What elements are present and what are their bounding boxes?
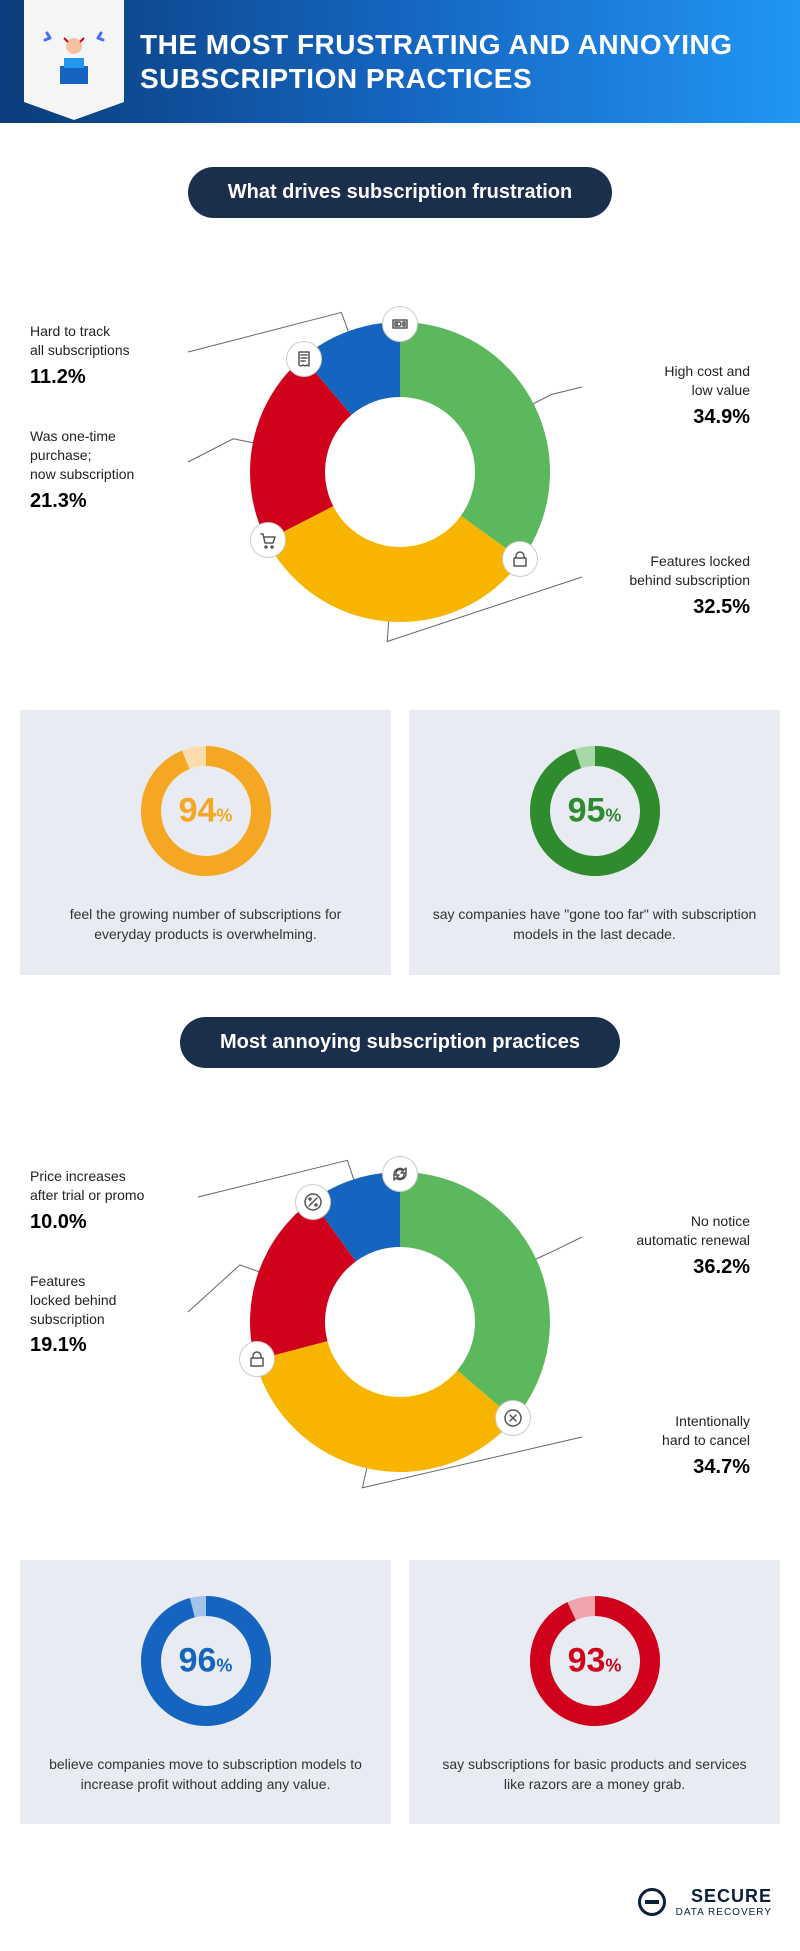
cancel-icon xyxy=(495,1400,531,1436)
section2-title: Most annoying subscription practices xyxy=(180,1017,620,1068)
brand-name-1: SECURE xyxy=(691,1886,772,1906)
page-title: THE MOST FRUSTRATING AND ANNOYING SUBSCR… xyxy=(140,28,776,95)
refresh-icon xyxy=(382,1156,418,1192)
stat-text: feel the growing number of subscriptions… xyxy=(42,904,369,945)
section1-title: What drives subscription frustration xyxy=(188,167,612,218)
stat-ring-96: 96% xyxy=(131,1586,281,1736)
stat-card-95: 95% say companies have "gone too far" wi… xyxy=(409,710,780,975)
donut-slice-label: Hard to trackall subscriptions11.2% xyxy=(30,322,180,391)
frustrated-user-icon xyxy=(42,28,106,92)
stat-text: say subscriptions for basic products and… xyxy=(431,1754,758,1795)
frustration-donut-chart: High cost andlow value34.9% Features lock… xyxy=(20,252,780,692)
donut-slice-label: Was one-timepurchase;now subscription21.… xyxy=(30,427,180,515)
percent-icon xyxy=(295,1184,331,1220)
stat-card-96: 96% believe companies move to subscripti… xyxy=(20,1560,391,1825)
brand-name-2: DATA RECOVERY xyxy=(676,1907,772,1918)
page-footer: SECURE DATA RECOVERY xyxy=(0,1862,800,1951)
brand-logo: SECURE DATA RECOVERY xyxy=(638,1886,772,1918)
section2-stats-row: 96% believe companies move to subscripti… xyxy=(20,1560,780,1825)
stat-text: believe companies move to subscription m… xyxy=(42,1754,369,1795)
money-icon xyxy=(382,306,418,342)
page-header: THE MOST FRUSTRATING AND ANNOYING SUBSCR… xyxy=(0,0,800,123)
donut-slice-label: Features lockedbehind subscription32.5% xyxy=(590,552,750,621)
donut-slice-label: High cost andlow value34.9% xyxy=(590,362,750,431)
stat-ring-94: 94% xyxy=(131,736,281,886)
header-ribbon-icon xyxy=(24,0,124,120)
stat-ring-95: 95% xyxy=(520,736,670,886)
stat-card-94: 94% feel the growing number of subscript… xyxy=(20,710,391,975)
donut-slice-label: Price increasesafter trial or promo10.0% xyxy=(30,1167,190,1236)
donut-slice-label: No noticeautomatic renewal36.2% xyxy=(590,1212,750,1281)
stat-ring-93: 93% xyxy=(520,1586,670,1736)
stat-card-93: 93% say subscriptions for basic products… xyxy=(409,1560,780,1825)
donut-slice-label: Featureslocked behindsubscription19.1% xyxy=(30,1272,180,1360)
stat-text: say companies have "gone too far" with s… xyxy=(431,904,758,945)
donut-slice xyxy=(400,1172,550,1419)
brand-logo-icon xyxy=(638,1888,666,1916)
annoying-donut-chart: No noticeautomatic renewal36.2% Intention… xyxy=(20,1102,780,1542)
donut-slice-label: Intentionallyhard to cancel34.7% xyxy=(590,1412,750,1481)
section1-stats-row: 94% feel the growing number of subscript… xyxy=(20,710,780,975)
lock-icon xyxy=(502,541,538,577)
cart-icon xyxy=(250,522,286,558)
donut-slice xyxy=(400,322,550,560)
main-content: What drives subscription frustration Hig… xyxy=(0,123,800,1862)
